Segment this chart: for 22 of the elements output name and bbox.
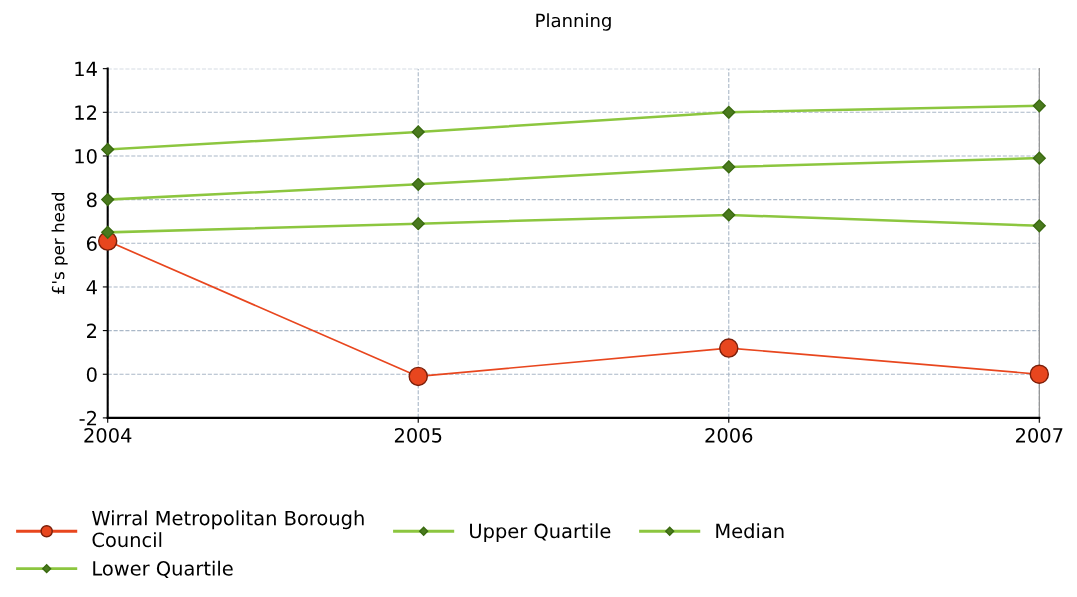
x-tick-label: 2004 (84, 427, 132, 443)
point (408, 366, 428, 387)
y-tick-label: 2 (87, 323, 97, 338)
x-tick-label: 2006 (705, 427, 753, 443)
chart-title: Planning (536, 13, 611, 31)
x-tick-label: 2005 (394, 427, 442, 443)
y-tick-label: 0 (86, 367, 97, 382)
point (719, 338, 739, 358)
y-tick-label: 14 (75, 61, 97, 77)
y-tick-label: -2 (79, 410, 97, 426)
legend-label: Lower Quartile (93, 560, 233, 578)
y-tick-label: 10 (75, 148, 97, 164)
y-tick-label: 6 (86, 236, 97, 251)
legend-label: Median (716, 523, 784, 539)
legend-label: Upper Quartile (470, 523, 611, 543)
y-tick-label: 12 (75, 105, 97, 120)
x-tick-label: 2007 (1015, 427, 1063, 443)
legend-label: Wirral Metropolitan Borough Council (92, 510, 364, 548)
y-tick-label: 4 (86, 280, 97, 295)
y-axis-title: £'s per head (51, 192, 68, 295)
point (1029, 364, 1050, 384)
y-tick-label: 8 (86, 192, 97, 208)
